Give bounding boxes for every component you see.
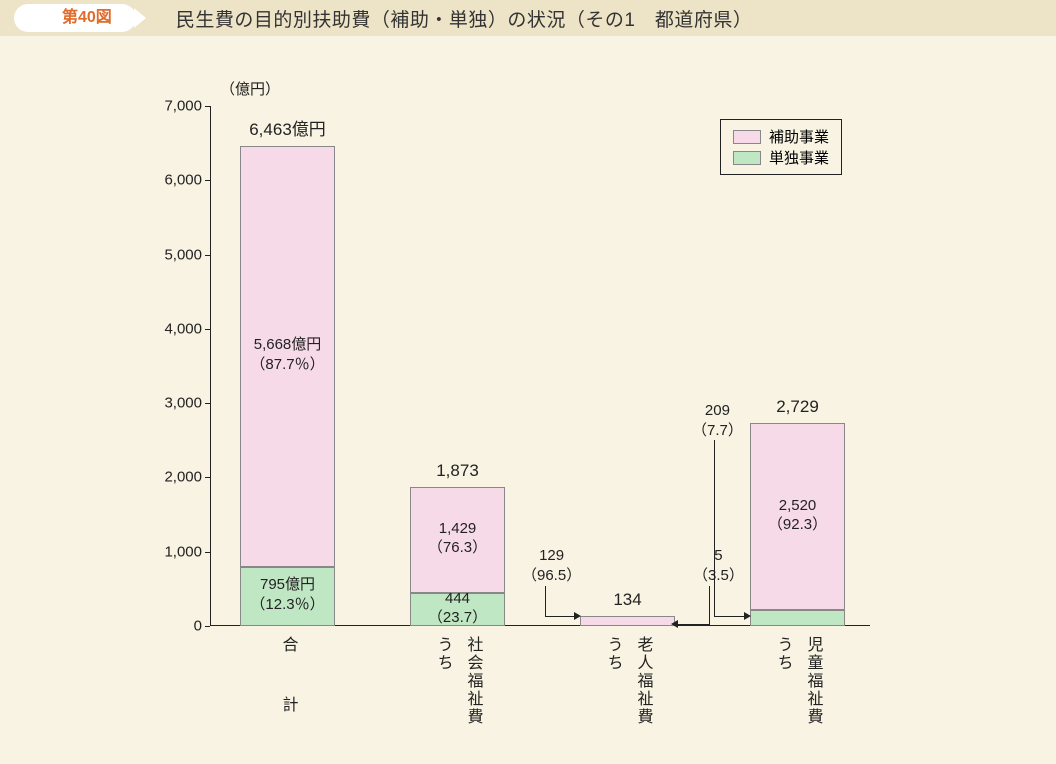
header-bar: 第40図 民生費の目的別扶助費（補助・単独）の状況（その1 都道府県） — [0, 0, 1056, 36]
swatch-independent — [733, 151, 761, 165]
label-subsidized: 5,668億円（87.7％） — [250, 335, 324, 374]
leader-child-ind-v — [714, 440, 715, 616]
leader-eld-ind-h — [677, 624, 710, 625]
y-tick-mark — [205, 403, 210, 404]
y-tick-mark — [205, 477, 210, 478]
y-tick-mark — [205, 106, 210, 107]
bar-group-total: 6,463億円5,668億円（87.7％）795億円（12.3％）合 計 — [240, 146, 335, 626]
y-tick-label: 6,000 — [164, 172, 202, 189]
legend-row-subsidized: 補助事業 — [733, 126, 829, 147]
bar-group-social: 1,8731,429（76.3）444（23.7）うち社会福祉費 — [410, 487, 505, 626]
bar-total-label: 6,463億円 — [249, 115, 326, 140]
category-label: うち児童福祉費 — [771, 636, 825, 726]
segment-subsidized — [580, 616, 675, 626]
category-label: うち社会福祉費 — [431, 636, 485, 726]
y-tick-label: 3,000 — [164, 395, 202, 412]
y-tick-label: 0 — [194, 618, 202, 635]
y-tick-mark — [205, 329, 210, 330]
y-tick-label: 5,000 — [164, 246, 202, 263]
y-tick-mark — [205, 626, 210, 627]
leader-eld-sub-v — [545, 586, 546, 616]
y-tick-label: 2,000 — [164, 469, 202, 486]
label-subsidized: 1,429（76.3） — [428, 519, 487, 558]
y-tick-label: 4,000 — [164, 320, 202, 337]
arrow-eld-ind — [671, 620, 678, 628]
arrow-eld-sub — [574, 612, 581, 620]
y-tick-label: 7,000 — [164, 98, 202, 115]
label-independent: 795億円（12.3％） — [250, 575, 324, 614]
y-tick-label: 1,000 — [164, 543, 202, 560]
label-independent: 444（23.7） — [428, 589, 487, 628]
callout-child-independent: 209（7.7） — [692, 401, 743, 440]
category-label: 合 計 — [276, 636, 300, 726]
bar-group-elderly: 134うち老人福祉費 — [580, 616, 675, 626]
figure-title: 民生費の目的別扶助費（補助・単独）の状況（その1 都道府県） — [176, 5, 753, 32]
y-unit-label: （億円） — [220, 78, 280, 99]
y-tick-mark — [205, 180, 210, 181]
bar-total-label: 1,873 — [436, 461, 479, 481]
legend-label-independent: 単独事業 — [769, 147, 829, 168]
leader-child-ind-h — [714, 616, 746, 617]
chart-area: （億円） 01,0002,0003,0004,0005,0006,0007,00… — [0, 36, 1056, 764]
label-subsidized: 2,520（92.3） — [768, 496, 827, 535]
category-label: うち老人福祉費 — [601, 636, 655, 726]
figure-badge: 第40図 — [14, 4, 136, 32]
bar-total-label: 2,729 — [776, 397, 819, 417]
segment-independent — [750, 610, 845, 626]
legend-row-independent: 単独事業 — [733, 147, 829, 168]
legend-label-subsidized: 補助事業 — [769, 126, 829, 147]
callout-elderly-subsidized: 129（96.5） — [522, 546, 581, 585]
bar-group-child: 2,7292,520（92.3）うち児童福祉費 — [750, 423, 845, 626]
y-axis-line — [210, 106, 211, 626]
leader-eld-ind-v — [709, 586, 710, 624]
y-tick-mark — [205, 255, 210, 256]
swatch-subsidized — [733, 130, 761, 144]
callout-elderly-independent: 5（3.5） — [693, 546, 744, 585]
y-tick-mark — [205, 552, 210, 553]
plot: 01,0002,0003,0004,0005,0006,0007,0006,46… — [210, 106, 850, 626]
bar-total-label: 134 — [613, 590, 641, 610]
legend-box: 補助事業 単独事業 — [720, 119, 842, 175]
arrow-child-ind — [744, 612, 751, 620]
leader-eld-sub-h — [545, 616, 575, 617]
